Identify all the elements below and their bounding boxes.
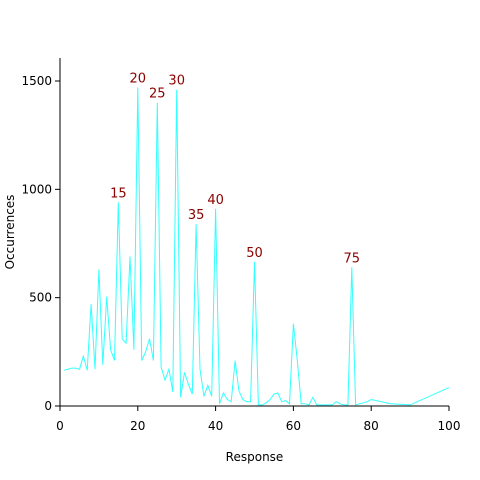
x-tick-label-20: 20 xyxy=(130,419,145,433)
axes xyxy=(59,58,449,407)
peak-label-50: 50 xyxy=(246,246,263,261)
peak-label-40: 40 xyxy=(207,193,224,208)
x-tick-label-40: 40 xyxy=(208,419,223,433)
x-axis-title: Response xyxy=(226,450,284,464)
peak-label-30: 30 xyxy=(168,74,185,89)
peak-label-20: 20 xyxy=(130,72,147,87)
peak-label-35: 35 xyxy=(188,208,205,223)
y-tick-label-1000: 1000 xyxy=(21,182,52,196)
y-tick-label-500: 500 xyxy=(29,291,52,305)
y-tick-label-0: 0 xyxy=(44,399,52,413)
y-ticks: 0 500 1000 1500 xyxy=(21,74,60,413)
x-tick-label-0: 0 xyxy=(56,419,64,433)
x-tick-label-100: 100 xyxy=(438,419,461,433)
x-tick-label-60: 60 xyxy=(286,419,301,433)
x-ticks: 0 20 40 60 80 100 xyxy=(56,406,460,433)
series-line-0 xyxy=(63,87,450,406)
y-tick-label-1500: 1500 xyxy=(21,74,52,88)
peak-label-15: 15 xyxy=(110,186,127,201)
peak-label-75: 75 xyxy=(343,251,360,266)
peak-label-25: 25 xyxy=(149,87,166,102)
series-layer xyxy=(63,87,450,406)
y-axis-title: Occurrences xyxy=(3,195,17,270)
x-tick-label-80: 80 xyxy=(364,419,379,433)
